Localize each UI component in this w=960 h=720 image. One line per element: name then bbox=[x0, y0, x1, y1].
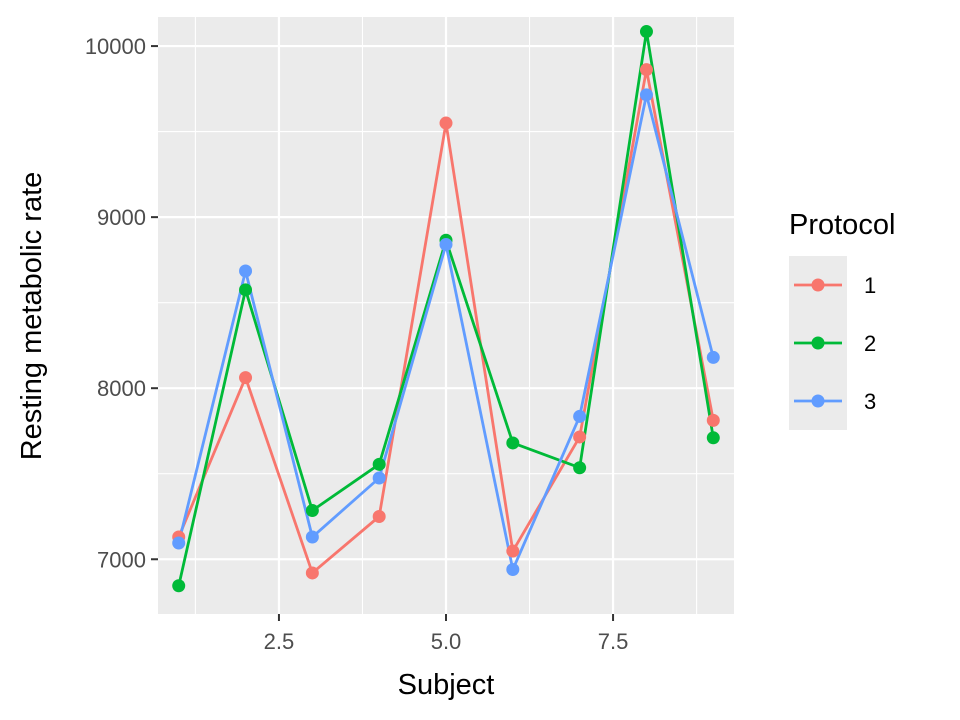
data-point-protocol-3 bbox=[372, 471, 386, 485]
y-tick-label: 8000 bbox=[97, 376, 146, 401]
data-point-protocol-3 bbox=[573, 409, 587, 423]
x-tick-label: 7.5 bbox=[598, 629, 629, 654]
legend: Protocol 1 2 3 bbox=[789, 209, 895, 430]
legend-label-protocol-2: 2 bbox=[864, 331, 876, 356]
data-point-protocol-2 bbox=[305, 504, 319, 518]
y-tick-label: 7000 bbox=[97, 547, 146, 572]
data-point-protocol-1 bbox=[573, 430, 587, 444]
data-point-protocol-2 bbox=[506, 436, 520, 450]
data-point-protocol-3 bbox=[439, 238, 453, 252]
data-point-protocol-3 bbox=[239, 264, 253, 278]
legend-key-point bbox=[811, 394, 825, 408]
x-tick-label: 5.0 bbox=[431, 629, 462, 654]
data-point-protocol-2 bbox=[573, 461, 587, 475]
data-point-protocol-3 bbox=[706, 350, 720, 364]
series-points bbox=[172, 25, 720, 593]
x-axis-title: Subject bbox=[398, 669, 495, 701]
x-axis: 2.5 5.0 7.5 bbox=[264, 614, 629, 654]
legend-title: Protocol bbox=[789, 209, 895, 241]
data-point-protocol-2 bbox=[372, 457, 386, 471]
data-point-protocol-2 bbox=[172, 579, 186, 593]
y-axis: 7000 8000 9000 10000 bbox=[85, 34, 158, 572]
legend-key-point bbox=[811, 336, 825, 350]
data-point-protocol-3 bbox=[506, 563, 520, 577]
legend-label-protocol-1: 1 bbox=[864, 273, 876, 298]
data-point-protocol-1 bbox=[439, 116, 453, 130]
data-point-protocol-1 bbox=[506, 544, 520, 558]
data-point-protocol-2 bbox=[239, 283, 253, 297]
legend-items: 1 2 3 bbox=[794, 273, 876, 414]
legend-label-protocol-3: 3 bbox=[864, 389, 876, 414]
data-point-protocol-1 bbox=[305, 566, 319, 580]
data-point-protocol-1 bbox=[639, 63, 653, 77]
data-point-protocol-2 bbox=[706, 431, 720, 445]
y-axis-title: Resting metabolic rate bbox=[16, 172, 48, 461]
data-point-protocol-3 bbox=[305, 530, 319, 544]
y-tick-label: 9000 bbox=[97, 205, 146, 230]
legend-key-point bbox=[811, 278, 825, 292]
data-point-protocol-2 bbox=[639, 25, 653, 39]
data-point-protocol-1 bbox=[239, 371, 253, 385]
y-tick-label: 10000 bbox=[85, 34, 146, 59]
data-point-protocol-3 bbox=[639, 88, 653, 102]
data-point-protocol-1 bbox=[372, 509, 386, 523]
major-gridlines bbox=[158, 17, 734, 614]
x-tick-label: 2.5 bbox=[264, 629, 295, 654]
data-point-protocol-3 bbox=[172, 536, 186, 550]
data-point-protocol-1 bbox=[706, 413, 720, 427]
